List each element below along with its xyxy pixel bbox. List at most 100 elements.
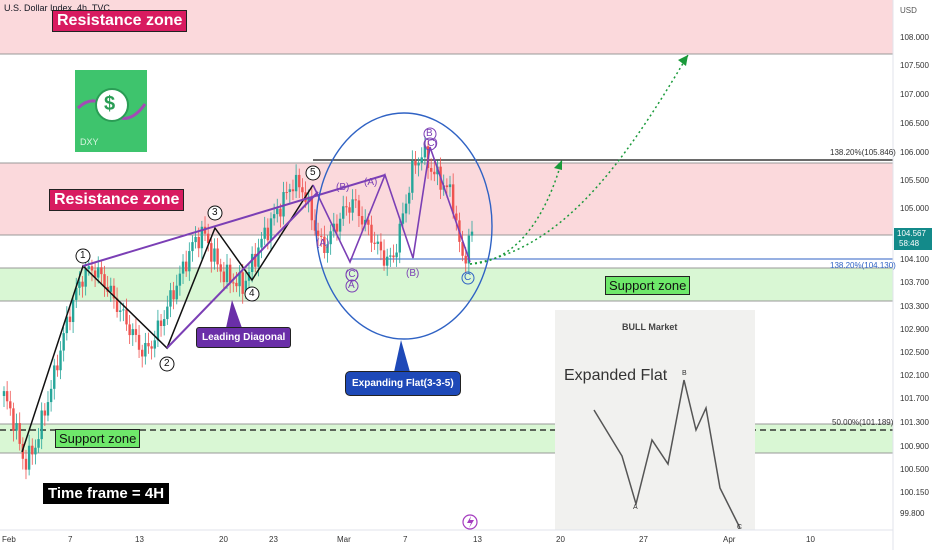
candle-body [134, 329, 138, 335]
candle-body [200, 226, 204, 249]
candle-body [269, 218, 273, 241]
candle-body [144, 342, 147, 357]
candle-body [197, 236, 200, 249]
candle-body [178, 273, 182, 286]
candle-body [40, 410, 43, 440]
candle-body [367, 219, 370, 225]
candle-body [65, 316, 69, 334]
candle-body [360, 216, 364, 225]
candle-body [370, 224, 373, 243]
candle-body [5, 391, 9, 402]
time-tick: 7 [403, 535, 408, 544]
price-tick: 105.500 [900, 176, 929, 185]
candle-body [162, 319, 166, 327]
candle-body [150, 346, 153, 349]
candle-body [125, 309, 128, 325]
time-tick: 13 [135, 535, 144, 544]
candle-body [279, 208, 282, 217]
diagonal-upper-line [82, 174, 386, 267]
candle-body [326, 244, 329, 253]
time-tick: Apr [723, 535, 736, 544]
candle-body [448, 184, 452, 188]
time-tick: 13 [473, 535, 482, 544]
candle-body [467, 235, 471, 264]
candle-body [2, 391, 6, 396]
candle-body [15, 423, 18, 431]
projection-arrow-low [554, 160, 562, 170]
wave-c-mid-circle [345, 268, 359, 282]
time-tick: 27 [639, 535, 648, 544]
wave-c-mid-label: (C) [345, 269, 359, 280]
price-tick: 101.700 [900, 394, 929, 403]
candle-body [103, 274, 106, 287]
inset-point-a: A [633, 504, 638, 511]
candle-body [398, 223, 401, 253]
candle-body [389, 255, 392, 257]
price-tick: 102.500 [900, 348, 929, 357]
support-zone-mid-label: Support zone [605, 276, 691, 295]
candle-body [310, 196, 314, 221]
price-tick: 99.800 [900, 509, 925, 518]
candle-body [141, 349, 144, 357]
candle-body [244, 280, 248, 294]
candle-body [395, 252, 398, 258]
candle-body [184, 261, 188, 272]
wave-a-upper-label: (A) [364, 177, 378, 188]
candle-body [46, 402, 50, 416]
candle-body [18, 423, 21, 444]
fib-label-101189: 50.00%(101.189) [832, 418, 894, 427]
candle-body [156, 320, 160, 341]
time-tick: 20 [556, 535, 565, 544]
candle-body [216, 248, 219, 265]
inset-point-c: C [737, 524, 743, 531]
candle-body [250, 253, 254, 273]
wave-1-circle [75, 248, 91, 264]
candle-body [49, 388, 53, 403]
candle-body [59, 350, 62, 371]
price-tick: 107.500 [900, 61, 929, 70]
candle-body [420, 157, 423, 163]
expanding-flat-callout: Expanding Flat(3-3-5) [345, 371, 461, 396]
candle-body [379, 241, 383, 251]
candle-body [210, 243, 213, 262]
candle-body [166, 306, 169, 320]
candle-body [373, 242, 376, 244]
dxy-logo-symbol: $ [104, 93, 116, 115]
candle-body [461, 241, 464, 256]
wave-2-label: 2 [164, 358, 170, 369]
projection-path-high [469, 54, 689, 265]
price-tick: 100.500 [900, 465, 929, 474]
candle-body [109, 285, 112, 292]
candle-body [348, 207, 351, 213]
wave-a-left-label: (A) [316, 238, 330, 249]
wave-c-top-label: (C) [424, 138, 438, 149]
wave-3-circle [207, 205, 223, 221]
candle-body [43, 410, 47, 416]
candle-body [320, 235, 323, 237]
candle-body [404, 203, 408, 214]
impulse-wave-line [21, 184, 314, 453]
candle-body [9, 401, 12, 409]
wave-5-circle [305, 165, 321, 181]
candle-body [68, 316, 72, 323]
lightning-icon[interactable] [462, 514, 478, 530]
candle-body [78, 281, 81, 288]
candle-body [188, 251, 191, 272]
candle-body [357, 200, 361, 217]
fib-label-105846: 138.20%(105.846) [830, 148, 896, 157]
price-tick: 103.700 [900, 278, 929, 287]
price-tick: 102.100 [900, 371, 929, 380]
candle-body [112, 285, 116, 299]
candle-body [119, 310, 122, 312]
wave-c-low-label: C [464, 272, 472, 283]
time-tick: Mar [337, 535, 351, 544]
candle-body [56, 365, 59, 371]
wave-4-circle [244, 286, 260, 302]
candle-body [153, 340, 156, 349]
candle-body [87, 266, 91, 270]
candle-body [445, 185, 449, 188]
candle-body [31, 445, 34, 455]
candle-body [342, 206, 345, 219]
inset-panel [555, 310, 755, 530]
candle-body [93, 270, 97, 278]
